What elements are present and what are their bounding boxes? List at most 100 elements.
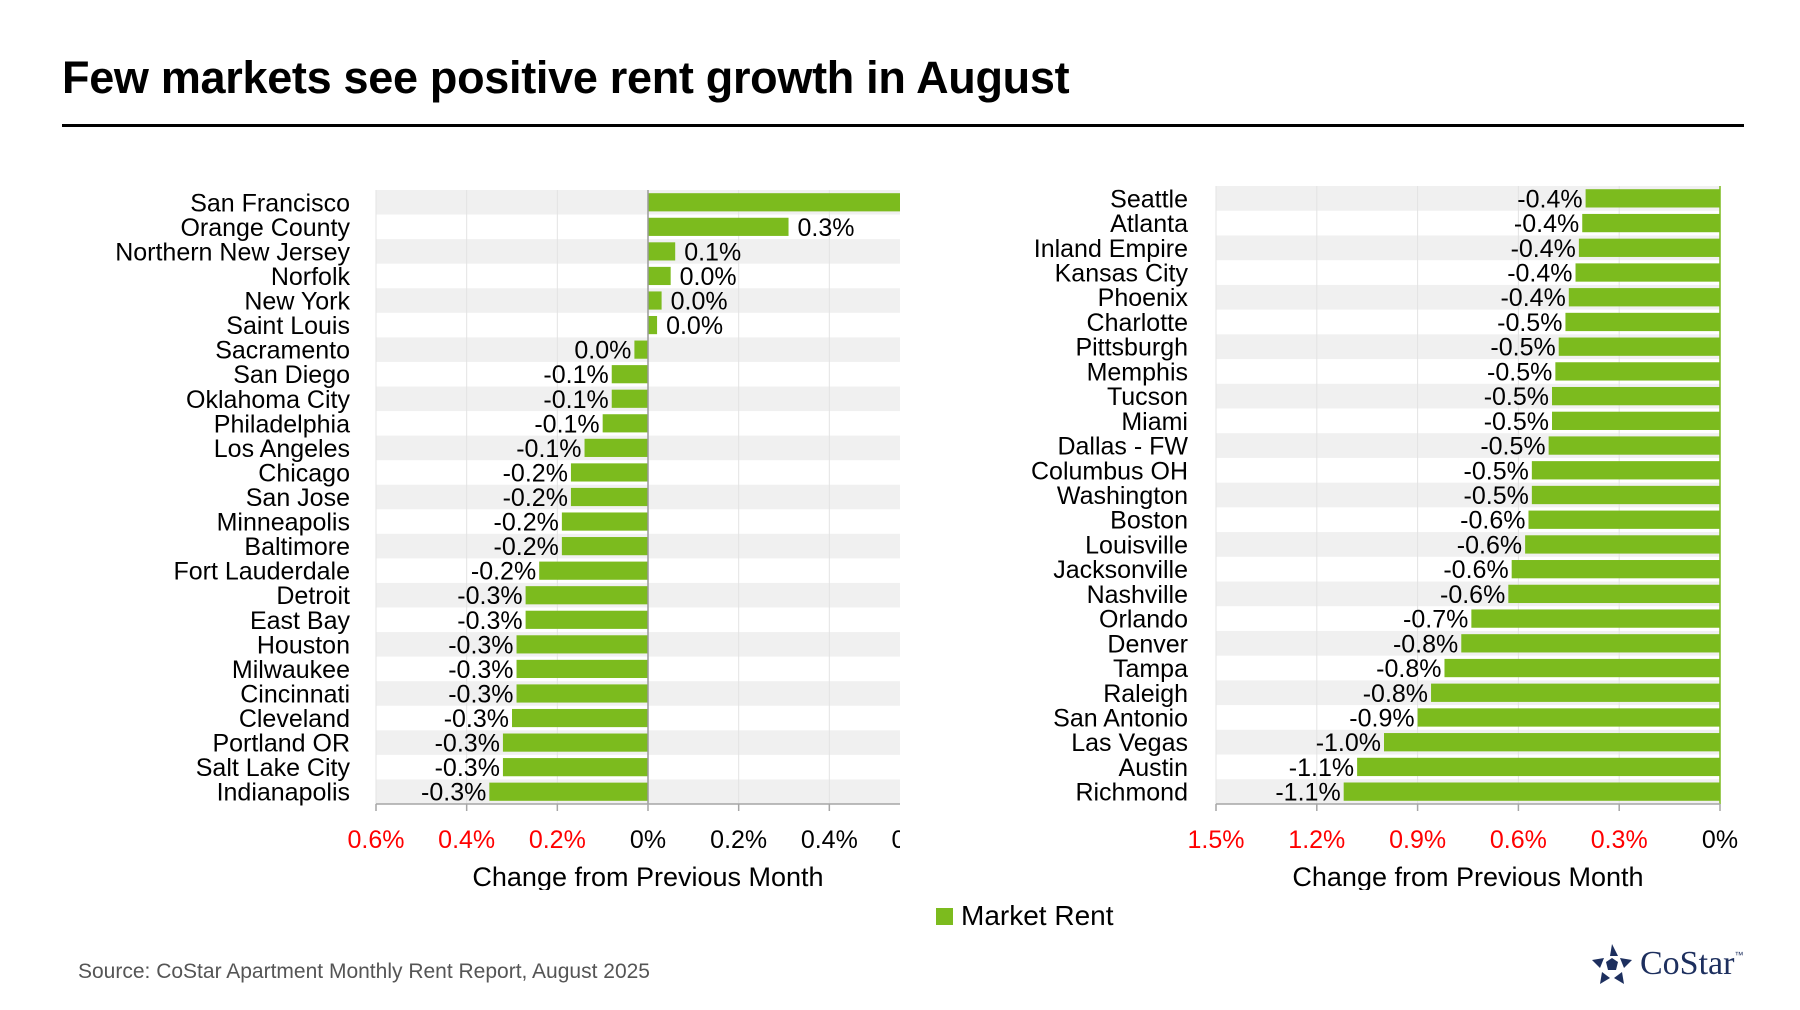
category-label: Tampa <box>1113 655 1188 683</box>
category-label: Tucson <box>1107 383 1188 411</box>
bar-nashville <box>1508 584 1720 604</box>
bar-tucson <box>1552 386 1720 406</box>
data-label: -0.3% <box>421 779 486 807</box>
data-label: -0.5% <box>1464 457 1529 485</box>
category-label: Kansas City <box>1055 260 1189 288</box>
category-label: Boston <box>1110 507 1188 535</box>
x-tick-label: 0% <box>630 826 666 854</box>
category-label: Richmond <box>1075 779 1188 807</box>
data-label: -0.4% <box>1511 235 1576 263</box>
row-band <box>376 239 900 264</box>
category-label: Charlotte <box>1087 309 1188 337</box>
category-label: Fort Lauderdale <box>173 558 350 586</box>
category-label: Washington <box>1057 482 1188 510</box>
x-tick-label: 0.4% <box>438 826 495 854</box>
bar-baltimore <box>561 537 648 556</box>
bar-east-bay <box>525 610 648 629</box>
source-note: Source: CoStar Apartment Monthly Rent Re… <box>78 960 650 983</box>
x-tick-label: 0.9% <box>1389 826 1446 854</box>
data-label: -0.3% <box>448 656 513 684</box>
data-label: -1.1% <box>1289 754 1354 782</box>
data-label: -0.3% <box>435 730 500 758</box>
logo-text: CoStar <box>1640 945 1735 982</box>
bar-san-jose <box>570 487 648 507</box>
data-label: -0.1% <box>534 410 599 438</box>
data-label: -0.4% <box>1514 210 1579 238</box>
row-band <box>376 288 900 313</box>
data-label: -0.2% <box>494 533 559 561</box>
bar-northern-new-jersey <box>648 242 676 261</box>
bar-chicago <box>570 463 648 482</box>
category-label: Orlando <box>1099 606 1188 634</box>
category-label: Phoenix <box>1098 284 1189 312</box>
x-tick-label: 0.4% <box>801 826 858 854</box>
data-label: -0.2% <box>503 459 568 487</box>
bar-new-york <box>648 291 662 310</box>
category-label: Seattle <box>1110 185 1188 213</box>
category-label: Austin <box>1119 754 1188 782</box>
x-tick-label: 0.6% <box>1490 826 1547 854</box>
x-tick-label: 0.2% <box>529 826 586 854</box>
x-tick-label: 1.5% <box>1188 826 1245 854</box>
category-label: Raleigh <box>1103 680 1188 708</box>
x-tick-label: 1.2% <box>1288 826 1345 854</box>
bar-san-francisco <box>648 193 900 212</box>
bar-raleigh <box>1431 683 1720 702</box>
category-label: San Francisco <box>190 189 350 217</box>
data-label: -0.5% <box>1484 383 1549 411</box>
bar-cincinnati <box>516 684 648 703</box>
bar-sacramento <box>634 340 648 359</box>
data-label: -0.2% <box>494 509 559 537</box>
category-label: Atlanta <box>1110 210 1188 238</box>
bar-orange-county <box>648 217 789 236</box>
category-label: Chicago <box>258 459 350 487</box>
bar-denver <box>1461 634 1720 653</box>
category-label: San Jose <box>246 484 350 512</box>
bar-saint-louis <box>648 315 658 335</box>
category-label: Salt Lake City <box>196 754 351 782</box>
data-label: -0.7% <box>1403 606 1468 634</box>
category-label: East Bay <box>250 607 351 635</box>
bar-houston <box>516 635 648 654</box>
bar-miami <box>1552 411 1720 430</box>
bar-indianapolis <box>489 782 648 801</box>
bar-oklahoma-city <box>611 389 648 408</box>
data-label: -0.6% <box>1460 507 1525 535</box>
data-label: -0.2% <box>503 484 568 512</box>
data-label: 0.0% <box>666 312 723 340</box>
x-tick-label: 0% <box>1702 826 1738 854</box>
category-label: Baltimore <box>244 533 350 561</box>
category-label: Saint Louis <box>226 312 350 340</box>
x-tick-label: 0.3% <box>1591 826 1648 854</box>
bar-pittsburgh <box>1558 337 1720 356</box>
data-label: -0.8% <box>1393 630 1458 658</box>
bar-orlando <box>1471 609 1720 628</box>
bar-inland-empire <box>1578 238 1720 257</box>
data-label: 0.0% <box>680 263 737 291</box>
bar-memphis <box>1555 362 1720 381</box>
costar-logo: CoStar ™ <box>1590 942 1743 986</box>
x-axis-label: Change from Previous Month <box>472 862 823 890</box>
category-label: Louisville <box>1085 531 1188 559</box>
category-label: Oklahoma City <box>186 386 350 414</box>
bar-san-antonio <box>1417 708 1720 727</box>
bar-san-diego <box>611 365 648 384</box>
bar-tampa <box>1444 658 1720 678</box>
data-label: -1.1% <box>1275 779 1340 807</box>
category-label: Sacramento <box>215 337 350 365</box>
data-label: 0.3% <box>798 214 855 242</box>
category-label: New York <box>244 288 350 316</box>
bar-phoenix <box>1568 288 1720 307</box>
x-tick-label: 0.6% <box>348 826 405 854</box>
category-label: Northern New Jersey <box>115 238 350 266</box>
bar-las-vegas <box>1384 733 1720 752</box>
logo-tm: ™ <box>1734 950 1744 960</box>
bar-columbus-oh <box>1531 461 1720 480</box>
bar-washington <box>1531 485 1720 505</box>
category-label: Jacksonville <box>1053 556 1188 584</box>
bar-austin <box>1357 757 1720 777</box>
bar-salt-lake-city <box>502 758 648 777</box>
data-label: -0.5% <box>1487 358 1552 386</box>
